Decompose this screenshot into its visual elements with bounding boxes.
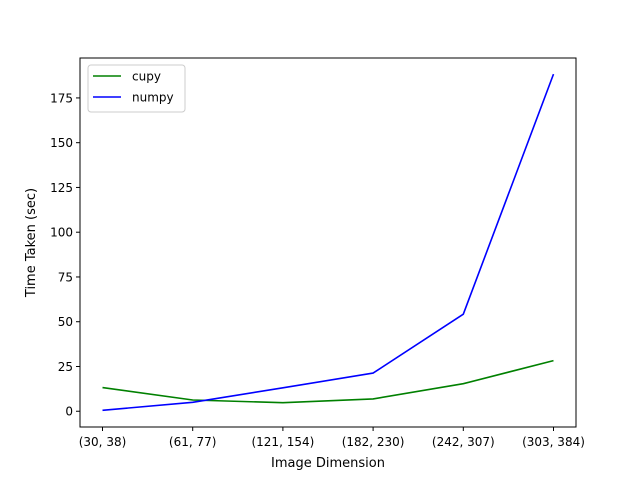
legend-label-cupy: cupy [132, 70, 161, 84]
x-tick-label: (242, 307) [432, 435, 495, 449]
y-tick-label: 175 [50, 91, 73, 105]
x-axis-label: Image Dimension [271, 456, 385, 471]
y-tick-label: 50 [58, 315, 73, 329]
series-line-numpy [102, 73, 555, 412]
legend-label-numpy: numpy [132, 91, 174, 105]
x-tick-label: (182, 230) [342, 435, 405, 449]
y-tick-label: 25 [58, 360, 73, 374]
x-tick-label: (303, 384) [522, 435, 585, 449]
y-tick-label: 100 [50, 226, 73, 240]
series-line-cupy [102, 359, 554, 404]
y-tick-label: 0 [65, 405, 73, 419]
x-tick-label: (61, 77) [169, 435, 217, 449]
x-tick-label: (30, 38) [79, 435, 127, 449]
x-axis: (30, 38) (61, 77) (121, 154) (182, 230) (242… [79, 427, 585, 449]
x-tick-label: (121, 154) [251, 435, 314, 449]
plot-frame [79, 57, 577, 428]
legend: cupy numpy [87, 64, 186, 113]
y-tick-label: 125 [50, 181, 73, 195]
y-axis: 0 25 50 75 100 125 150 175 [50, 91, 80, 419]
y-tick-label: 150 [50, 136, 73, 150]
series-layer [102, 73, 555, 412]
y-axis-label: Time Taken (sec) [24, 188, 39, 298]
y-tick-label: 75 [58, 270, 73, 284]
